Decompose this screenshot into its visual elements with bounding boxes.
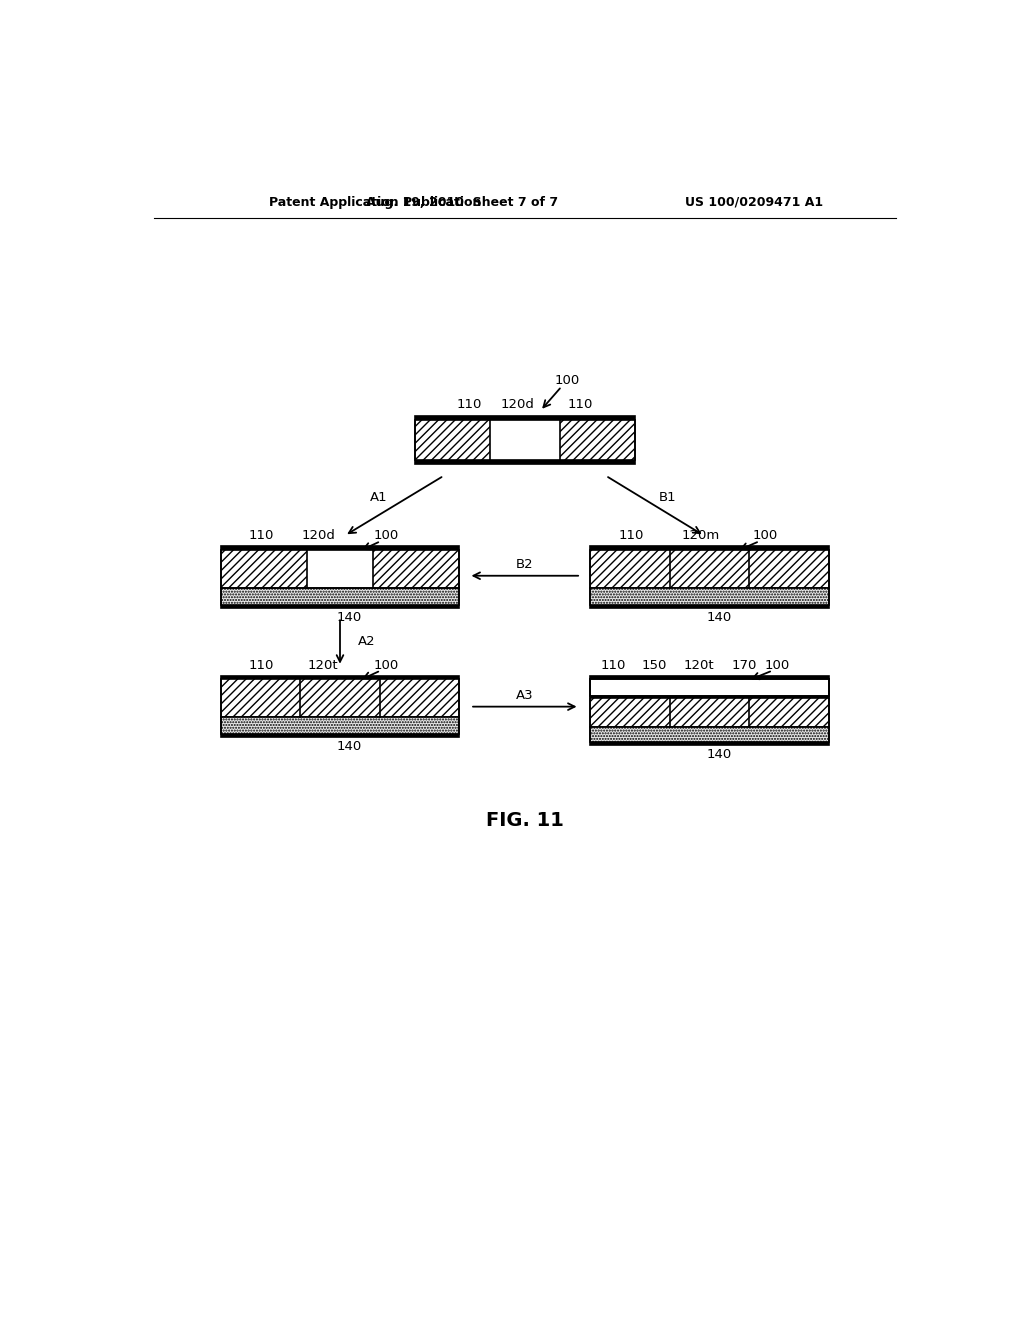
Text: 150: 150 xyxy=(641,659,667,672)
Bar xyxy=(590,587,829,605)
Bar xyxy=(490,420,560,461)
Text: 140: 140 xyxy=(337,741,361,754)
Bar xyxy=(590,605,829,609)
Bar xyxy=(220,678,460,717)
Bar xyxy=(416,420,490,461)
Bar xyxy=(416,416,635,465)
Text: B2: B2 xyxy=(516,558,534,572)
Text: 120d: 120d xyxy=(301,529,336,543)
Text: 140: 140 xyxy=(707,748,731,760)
Text: 120t: 120t xyxy=(308,659,338,672)
Text: 100: 100 xyxy=(753,529,777,543)
Bar xyxy=(220,676,460,738)
Text: 100: 100 xyxy=(374,529,398,543)
Text: 100: 100 xyxy=(555,374,580,387)
Text: Patent Application Publication: Patent Application Publication xyxy=(269,195,481,209)
Bar xyxy=(220,676,460,678)
Bar xyxy=(590,742,829,744)
Bar xyxy=(590,549,829,587)
Text: 110: 110 xyxy=(457,399,482,412)
Text: 110: 110 xyxy=(567,399,593,412)
Text: 110: 110 xyxy=(249,659,274,672)
Bar xyxy=(590,546,829,609)
Bar xyxy=(220,546,460,549)
Text: US 100/0209471 A1: US 100/0209471 A1 xyxy=(685,195,823,209)
Bar xyxy=(416,461,635,465)
Bar xyxy=(590,678,829,696)
Text: 120d: 120d xyxy=(500,399,535,412)
Text: 170: 170 xyxy=(731,659,757,672)
Text: A2: A2 xyxy=(358,635,376,648)
Bar xyxy=(306,549,374,587)
Text: Aug. 19, 2010  Sheet 7 of 7: Aug. 19, 2010 Sheet 7 of 7 xyxy=(366,195,558,209)
Bar xyxy=(220,717,460,734)
Text: B1: B1 xyxy=(659,491,677,504)
Bar xyxy=(590,676,829,744)
Text: 110: 110 xyxy=(601,659,626,672)
Text: 110: 110 xyxy=(249,529,274,543)
Bar xyxy=(590,696,829,698)
Bar xyxy=(220,549,306,587)
Text: 100: 100 xyxy=(765,659,790,672)
Text: 140: 140 xyxy=(707,611,731,624)
Bar xyxy=(416,420,635,461)
Text: 100: 100 xyxy=(374,659,398,672)
Bar xyxy=(220,587,460,605)
Bar xyxy=(590,546,829,549)
Bar xyxy=(590,698,829,727)
Text: 140: 140 xyxy=(337,611,361,624)
Text: A3: A3 xyxy=(516,689,534,702)
Text: 110: 110 xyxy=(618,529,644,543)
Bar xyxy=(220,546,460,609)
Bar xyxy=(220,549,460,587)
Text: 120t: 120t xyxy=(683,659,714,672)
Text: FIG. 11: FIG. 11 xyxy=(485,810,564,830)
Bar xyxy=(416,416,635,420)
Bar xyxy=(374,549,460,587)
Text: A1: A1 xyxy=(370,491,387,504)
Bar xyxy=(590,678,829,696)
Bar xyxy=(560,420,635,461)
Bar xyxy=(590,676,829,678)
Bar xyxy=(220,605,460,609)
Text: 120m: 120m xyxy=(681,529,720,543)
Bar xyxy=(220,734,460,738)
Bar xyxy=(590,727,829,742)
